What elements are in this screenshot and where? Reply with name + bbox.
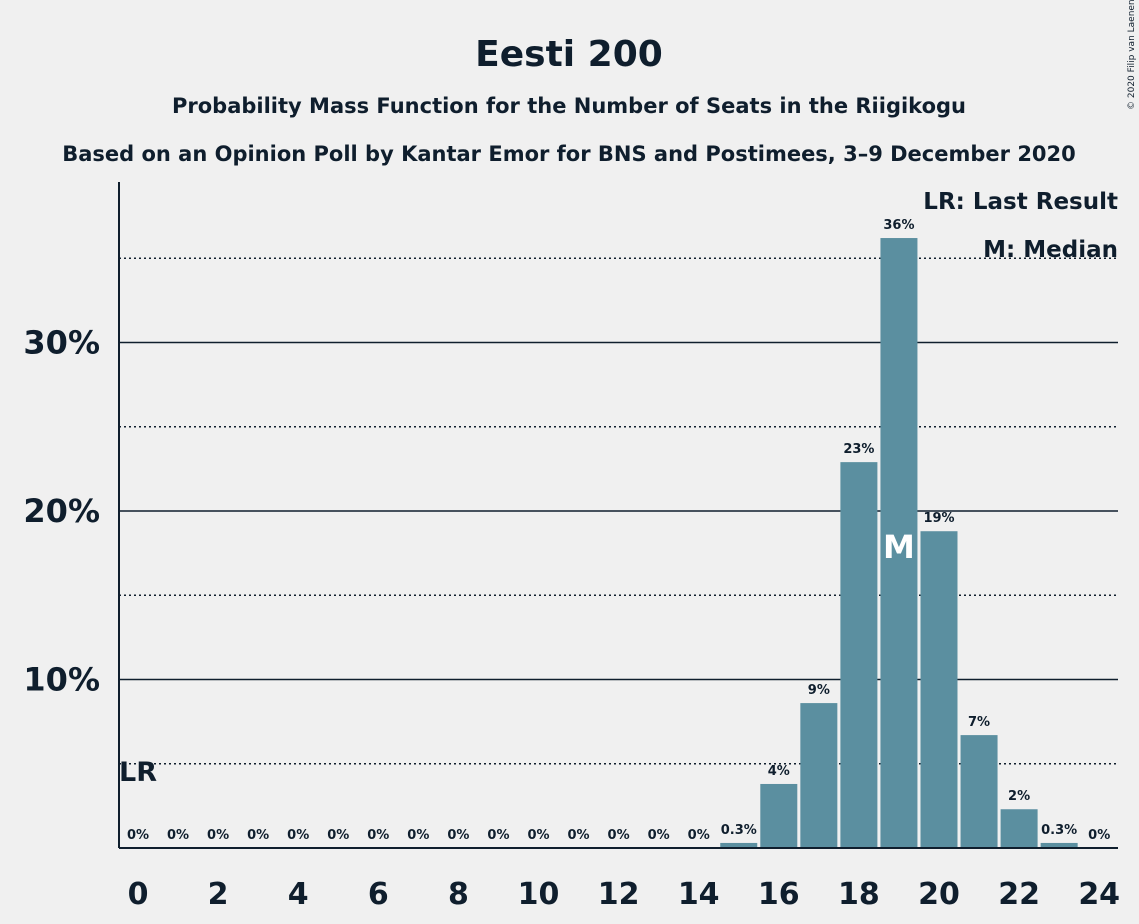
- legend-last-result: LR: Last Result: [923, 189, 1118, 215]
- chart-title: Eesti 200: [475, 34, 663, 75]
- chart-source-line: Based on an Opinion Poll by Kantar Emor …: [62, 142, 1076, 166]
- data-label: 0%: [688, 828, 710, 843]
- data-label: 0.3%: [1041, 823, 1077, 838]
- x-tick-label: 6: [368, 877, 389, 912]
- data-label: 0%: [167, 828, 189, 843]
- x-tick-label: 24: [1078, 877, 1120, 912]
- data-label: 0%: [648, 828, 670, 843]
- data-label: 0%: [568, 828, 590, 843]
- data-label: 19%: [923, 511, 954, 526]
- x-tick-label: 12: [598, 877, 640, 912]
- x-tick-label: 10: [518, 877, 560, 912]
- credit-text: © 2020 Filip van Laenen: [1127, 0, 1137, 110]
- data-label: 0%: [327, 828, 349, 843]
- bar: [960, 735, 998, 848]
- x-tick-label: 22: [998, 877, 1040, 912]
- y-tick-label: 10%: [23, 661, 100, 699]
- data-label: 0%: [527, 828, 549, 843]
- legend-median: M: Median: [983, 237, 1118, 263]
- data-label: 0%: [127, 828, 149, 843]
- x-tick-label: 18: [838, 877, 880, 912]
- data-label: 0%: [287, 828, 309, 843]
- bar: [720, 842, 758, 848]
- bar: [920, 531, 958, 848]
- bar: [800, 703, 838, 848]
- bars: [720, 238, 1078, 848]
- chart-subtitle: Probability Mass Function for the Number…: [172, 94, 966, 118]
- bar: [1000, 809, 1038, 848]
- data-label: 0%: [608, 828, 630, 843]
- bar: [880, 238, 918, 848]
- median-marker: M: [883, 528, 915, 566]
- last-result-marker: LR: [119, 757, 157, 788]
- data-label: 0%: [407, 828, 429, 843]
- data-label: 9%: [808, 683, 830, 698]
- data-label: 0%: [367, 828, 389, 843]
- y-tick-label: 20%: [23, 492, 100, 530]
- x-tick-label: 16: [758, 877, 800, 912]
- data-label: 36%: [883, 218, 914, 233]
- x-tick-label: 2: [208, 877, 229, 912]
- x-tick-label: 4: [288, 877, 309, 912]
- data-labels: 0% 0% 0% 0% 0% 0% 0% 0% 0% 0% 0% 0% 0% 0% 0% 0.3% 4% 9% 23…: [119, 218, 1110, 843]
- data-label: 4%: [768, 764, 790, 779]
- data-label: 0%: [247, 828, 269, 843]
- y-tick-label: 30%: [23, 324, 100, 362]
- data-label: 0%: [487, 828, 509, 843]
- axes: 10%20%30%0 2 4 6 8 10 12 14 16 18 20 22 24: [23, 182, 1120, 912]
- data-label: 2%: [1008, 789, 1030, 804]
- bar: [840, 462, 878, 848]
- x-tick-label: 0: [128, 877, 149, 912]
- bar: [1040, 842, 1078, 848]
- gridlines: [119, 257, 1118, 765]
- data-label: 0%: [1088, 828, 1110, 843]
- bar: [760, 783, 798, 848]
- x-tick-label: 8: [448, 877, 469, 912]
- data-label: 0%: [447, 828, 469, 843]
- x-tick-label: 20: [918, 877, 960, 912]
- x-tick-label: 14: [678, 877, 720, 912]
- data-label: 7%: [968, 715, 990, 730]
- data-label: 0.3%: [721, 823, 757, 838]
- data-label: 0%: [207, 828, 229, 843]
- data-label: 23%: [843, 442, 874, 457]
